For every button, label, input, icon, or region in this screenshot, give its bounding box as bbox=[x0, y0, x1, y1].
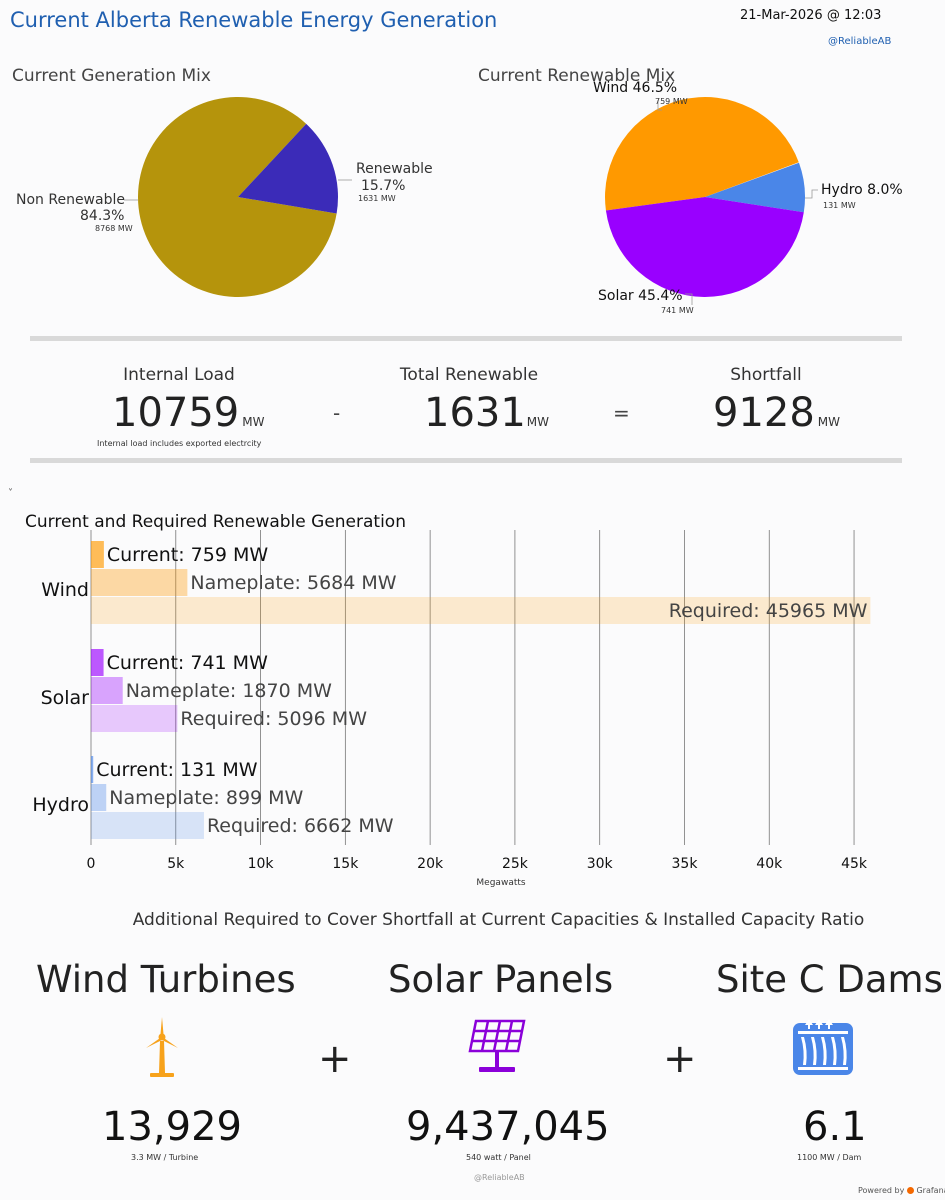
internal-load-label: Internal Load bbox=[123, 365, 235, 385]
grafana-brand: Grafana bbox=[916, 1186, 945, 1195]
bar-label: Required: 6662 MW bbox=[207, 815, 394, 837]
bar[interactable] bbox=[91, 812, 204, 839]
x-axis-label: Megawatts bbox=[476, 878, 525, 888]
x-tick-label: 25k bbox=[502, 856, 529, 872]
minus-operator: - bbox=[333, 401, 341, 425]
site-c-dams-title: Site C Dams bbox=[716, 958, 943, 1001]
renewable-mw: 1631 MW bbox=[358, 194, 396, 203]
grafana-logo-icon bbox=[906, 1187, 914, 1194]
wind-pie-mw: 759 MW bbox=[655, 97, 688, 106]
generation-mix-pie bbox=[124, 96, 352, 297]
generation-mix-title: Current Generation Mix bbox=[12, 66, 211, 86]
renewable-bar-chart: 0 5k 10k 15k 20k 25k 30k 35k 40k 45k Megawatts Wind… bbox=[32, 530, 871, 888]
divider-bottom bbox=[30, 458, 902, 463]
shortfall-unit: MW bbox=[817, 415, 841, 429]
x-tick-label: 0 bbox=[87, 856, 96, 872]
x-tick-label: 20k bbox=[417, 856, 444, 872]
renewable-pct: 15.7% bbox=[361, 178, 406, 194]
non-renewable-mw: 8768 MW bbox=[95, 224, 133, 233]
bar[interactable] bbox=[91, 705, 178, 732]
bar[interactable] bbox=[91, 649, 104, 676]
x-tick-label: 40k bbox=[756, 856, 783, 872]
wind-turbine-count: 13,929 bbox=[102, 1104, 242, 1150]
x-tick-label: 15k bbox=[332, 856, 359, 872]
solar-pie-label: Solar 45.4% bbox=[598, 288, 683, 304]
total-renewable-value-group: 1631MW bbox=[424, 390, 549, 436]
x-tick-label: 45k bbox=[841, 856, 868, 872]
timestamp: 21-Mar-2026 @ 12:03 bbox=[740, 8, 882, 23]
wind-pie-label: Wind 46.5% bbox=[593, 80, 678, 96]
bar-label: Current: 741 MW bbox=[107, 652, 269, 674]
internal-load-value: 10759 bbox=[112, 390, 240, 436]
total-renewable-value: 1631 bbox=[424, 390, 526, 436]
shortfall-label: Shortfall bbox=[730, 365, 802, 385]
total-renewable-label: Total Renewable bbox=[399, 365, 539, 385]
collapse-row-icon[interactable]: ˅ bbox=[8, 488, 13, 499]
solar-panel-icon bbox=[468, 1019, 526, 1072]
solar-panels-title: Solar Panels bbox=[388, 958, 614, 1001]
wind-turbines-title: Wind Turbines bbox=[36, 958, 296, 1001]
renewable-mix-title: Current Renewable Mix bbox=[478, 66, 676, 86]
plus-operator-1: + bbox=[318, 1036, 352, 1082]
pie-slice-solar bbox=[605, 197, 804, 297]
equals-operator: = bbox=[613, 401, 630, 425]
bar-label: Current: 131 MW bbox=[96, 759, 258, 781]
additional-title: Additional Required to Cover Shortfall a… bbox=[132, 910, 865, 930]
shortfall-value-group: 9128 MW bbox=[713, 390, 840, 436]
bar-label: Required: 45965 MW bbox=[669, 600, 868, 622]
dam-count: 6.1 bbox=[803, 1104, 867, 1150]
dam-note: 1100 MW / Dam bbox=[797, 1153, 862, 1162]
bar-label: Nameplate: 899 MW bbox=[109, 787, 303, 809]
bar-label: Current: 759 MW bbox=[107, 544, 269, 566]
pie-slice-non-renewable bbox=[137, 96, 337, 297]
hydro-pie-mw: 131 MW bbox=[823, 201, 856, 210]
non-renewable-label: Non Renewable bbox=[16, 192, 125, 208]
pie-slice-hydro bbox=[705, 162, 805, 213]
solar-panel-note: 540 watt / Panel bbox=[466, 1153, 531, 1162]
bar[interactable] bbox=[91, 784, 107, 811]
wind-turbine-icon bbox=[146, 1017, 178, 1077]
renewable-mix-pie bbox=[605, 97, 818, 305]
pie-slice-wind bbox=[605, 97, 799, 211]
internal-load-note: Internal load includes exported electrci… bbox=[97, 439, 262, 448]
internal-load-unit: MW bbox=[242, 415, 265, 429]
x-tick-label: 30k bbox=[587, 856, 614, 872]
bar[interactable] bbox=[91, 541, 104, 568]
category-label: Solar bbox=[41, 687, 90, 709]
pie-slice-renewable bbox=[238, 123, 338, 214]
dam-icon bbox=[793, 1019, 853, 1075]
non-renewable-pct: 84.3% bbox=[80, 208, 125, 224]
wind-turbine-note: 3.3 MW / Turbine bbox=[131, 1153, 199, 1162]
shortfall-value: 9128 bbox=[713, 390, 815, 436]
plus-operator-2: + bbox=[663, 1036, 697, 1082]
bar[interactable] bbox=[91, 569, 188, 596]
bar-label: Nameplate: 1870 MW bbox=[126, 680, 332, 702]
x-tick-label: 10k bbox=[248, 856, 275, 872]
bar[interactable] bbox=[91, 597, 871, 624]
x-tick-label: 5k bbox=[167, 856, 185, 872]
bar-label: Nameplate: 5684 MW bbox=[190, 572, 396, 594]
hydro-pie-label: Hydro 8.0% bbox=[821, 182, 903, 198]
internal-load-value-group: 10759 MW bbox=[112, 390, 264, 436]
bar-chart-title: Current and Required Renewable Generatio… bbox=[25, 512, 406, 532]
category-label: Wind bbox=[41, 579, 89, 601]
x-tick-label: 35k bbox=[672, 856, 699, 872]
solar-pie-mw: 741 MW bbox=[661, 306, 694, 315]
footer-handle[interactable]: @ReliableAB bbox=[474, 1173, 525, 1182]
powered-by[interactable]: Powered by Grafana bbox=[858, 1186, 945, 1195]
divider-top bbox=[30, 336, 902, 341]
solar-panel-count: 9,437,045 bbox=[406, 1104, 610, 1150]
renewable-label: Renewable bbox=[356, 161, 433, 177]
bar[interactable] bbox=[91, 677, 123, 704]
handle-link[interactable]: @ReliableAB bbox=[828, 36, 892, 47]
total-renewable-unit: MW bbox=[526, 415, 550, 429]
bar-label: Required: 5096 MW bbox=[180, 708, 367, 730]
bar[interactable] bbox=[91, 756, 94, 783]
page-title: Current Alberta Renewable Energy Generat… bbox=[10, 8, 498, 32]
category-label: Hydro bbox=[32, 794, 89, 816]
powered-by-label: Powered by bbox=[858, 1186, 905, 1195]
